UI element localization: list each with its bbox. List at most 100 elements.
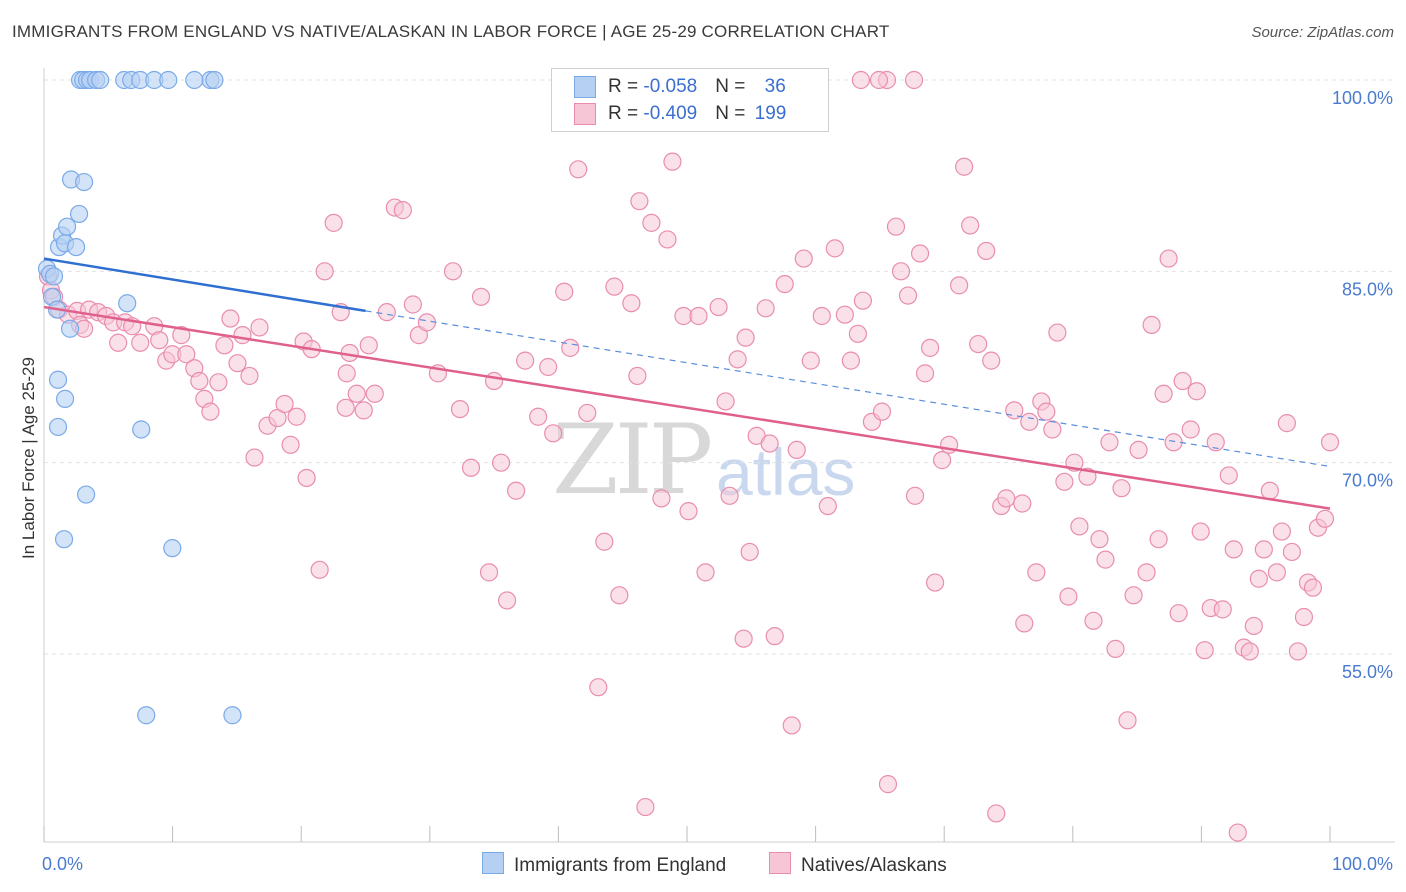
natives-point: [720, 486, 739, 505]
legend-n-value: 199: [754, 103, 787, 125]
natives-point: [787, 440, 806, 460]
natives-point: [794, 249, 813, 268]
natives-point: [1129, 440, 1148, 460]
natives-point: [569, 160, 588, 179]
natives-point: [1173, 371, 1192, 391]
england-point: [159, 70, 178, 90]
natives-point: [812, 306, 831, 326]
natives-point: [1118, 711, 1137, 730]
legend-n-value: 36: [764, 76, 786, 98]
natives-point: [825, 239, 844, 258]
natives-point: [578, 403, 597, 423]
natives-point: [801, 351, 820, 370]
natives-point: [878, 775, 898, 794]
england-point: [48, 370, 68, 389]
natives-point: [190, 371, 209, 391]
natives-point: [910, 244, 930, 263]
natives-point: [507, 481, 526, 500]
natives-point: [359, 336, 378, 355]
natives-point: [1142, 315, 1161, 335]
natives-point: [679, 502, 698, 521]
natives-point: [1187, 382, 1206, 401]
natives-point: [622, 294, 641, 313]
legend-n-label: N =: [715, 103, 751, 125]
natives-point: [209, 373, 228, 392]
natives-point: [848, 324, 867, 343]
y-tick-label: 55.0%: [1342, 662, 1393, 682]
england-trend-dashed: [365, 310, 1331, 468]
natives-point: [177, 345, 196, 364]
natives-point: [851, 70, 871, 90]
natives-point: [245, 448, 264, 467]
natives-point: [109, 333, 128, 352]
natives-point: [886, 217, 906, 236]
natives-point: [1249, 569, 1268, 588]
natives-point: [595, 532, 614, 551]
natives-point: [589, 678, 608, 697]
natives-point: [228, 354, 247, 373]
natives-point: [484, 371, 504, 391]
natives-point: [336, 398, 355, 417]
natives-point: [450, 399, 470, 419]
natives-point: [1219, 466, 1238, 485]
natives-point: [663, 152, 682, 171]
natives-point: [961, 216, 980, 235]
natives-point: [1159, 249, 1178, 268]
legend-swatch-natives: [574, 103, 596, 125]
bottom-legend-label-natives: Natives/Alaskans: [801, 855, 947, 876]
england-point: [185, 70, 204, 90]
natives-point: [1191, 522, 1210, 541]
natives-point: [853, 291, 873, 310]
natives-point: [393, 201, 412, 220]
axes: [43, 68, 1395, 843]
england-point: [57, 217, 77, 236]
england-point: [60, 319, 80, 338]
natives-point: [529, 407, 548, 426]
legend-swatch-england: [574, 76, 596, 98]
legend-row-england: R = -0.058 N = 36: [574, 76, 786, 100]
legend-r-label: R =: [608, 76, 644, 98]
natives-point: [1282, 542, 1302, 562]
natives-point: [1315, 509, 1335, 528]
natives-point: [734, 629, 753, 648]
natives-point: [610, 586, 629, 605]
natives-point: [920, 338, 940, 357]
natives-point: [689, 306, 708, 326]
england-points: [37, 70, 242, 725]
natives-point: [736, 328, 755, 347]
natives-point: [365, 384, 384, 403]
natives-point: [955, 157, 974, 176]
natives-point: [1124, 586, 1143, 605]
natives-point: [997, 489, 1016, 508]
natives-point: [310, 560, 329, 579]
bottom-legend-label-england: Immigrants from England: [514, 855, 727, 876]
natives-point: [628, 366, 647, 386]
natives-point: [1059, 587, 1078, 606]
england-point: [48, 417, 68, 437]
natives-point: [172, 326, 191, 345]
natives-point: [131, 333, 150, 352]
natives-point: [281, 435, 300, 454]
england-point: [69, 204, 89, 224]
natives-point: [1013, 494, 1032, 513]
natives-point: [233, 326, 252, 345]
natives-point: [150, 331, 169, 350]
natives-point: [544, 424, 563, 443]
natives-point: [1043, 420, 1062, 439]
y-tick-label: 100.0%: [1332, 88, 1393, 108]
legend-n-label: N =: [715, 76, 751, 98]
natives-point: [347, 384, 366, 403]
natives-point: [539, 357, 558, 377]
x-tick-label-min: 0.0%: [42, 854, 83, 874]
england-point: [91, 70, 110, 90]
natives-point: [287, 407, 306, 426]
natives-point: [869, 70, 889, 90]
england-point: [132, 420, 151, 439]
natives-point: [1090, 530, 1109, 549]
england-point: [66, 237, 86, 257]
natives-point: [221, 309, 240, 328]
legend-r-value: -0.409: [643, 103, 698, 125]
legend-r-value: -0.058: [643, 76, 698, 98]
natives-point: [324, 213, 343, 232]
england-point: [44, 267, 64, 286]
